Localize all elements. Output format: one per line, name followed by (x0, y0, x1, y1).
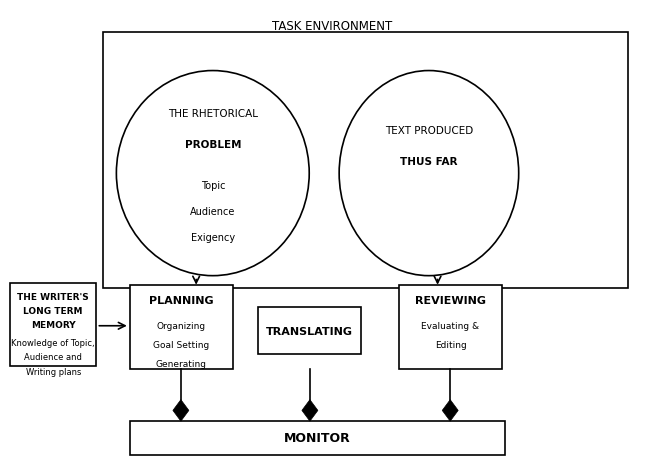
Bar (10, 283, 96, 367)
Text: Evaluating &: Evaluating & (422, 322, 479, 330)
Text: Exigency: Exigency (191, 233, 235, 243)
Bar (130, 421, 505, 455)
Polygon shape (173, 400, 189, 421)
Text: PROBLEM: PROBLEM (185, 139, 241, 149)
Polygon shape (302, 400, 318, 421)
Text: THE RHETORICAL: THE RHETORICAL (168, 109, 258, 119)
Text: MEMORY: MEMORY (31, 321, 76, 329)
Text: Generating: Generating (156, 360, 207, 368)
Text: Topic: Topic (201, 181, 225, 190)
Text: PLANNING: PLANNING (149, 295, 213, 305)
Text: Writing plans: Writing plans (25, 367, 81, 376)
Bar (258, 307, 361, 355)
Text: Editing: Editing (435, 341, 466, 349)
Text: THE WRITER'S: THE WRITER'S (17, 292, 89, 301)
Text: REVIEWING: REVIEWING (415, 295, 486, 305)
Ellipse shape (116, 71, 309, 276)
Text: THUS FAR: THUS FAR (400, 157, 458, 167)
Text: Knowledge of Topic,: Knowledge of Topic, (11, 338, 95, 347)
Text: Audience and: Audience and (24, 353, 82, 361)
Text: LONG TERM: LONG TERM (23, 307, 83, 315)
Text: TASK ENVIRONMENT: TASK ENVIRONMENT (273, 20, 392, 33)
Text: TRANSLATING: TRANSLATING (266, 326, 353, 336)
Text: TEXT PRODUCED: TEXT PRODUCED (385, 126, 473, 136)
Polygon shape (442, 400, 458, 421)
Ellipse shape (339, 71, 519, 276)
Bar (399, 286, 502, 369)
Text: MONITOR: MONITOR (284, 431, 351, 445)
Bar (103, 33, 628, 288)
Text: Goal Setting: Goal Setting (153, 341, 209, 349)
Bar (130, 286, 233, 369)
Text: Audience: Audience (190, 207, 235, 217)
Text: Organizing: Organizing (157, 322, 205, 330)
